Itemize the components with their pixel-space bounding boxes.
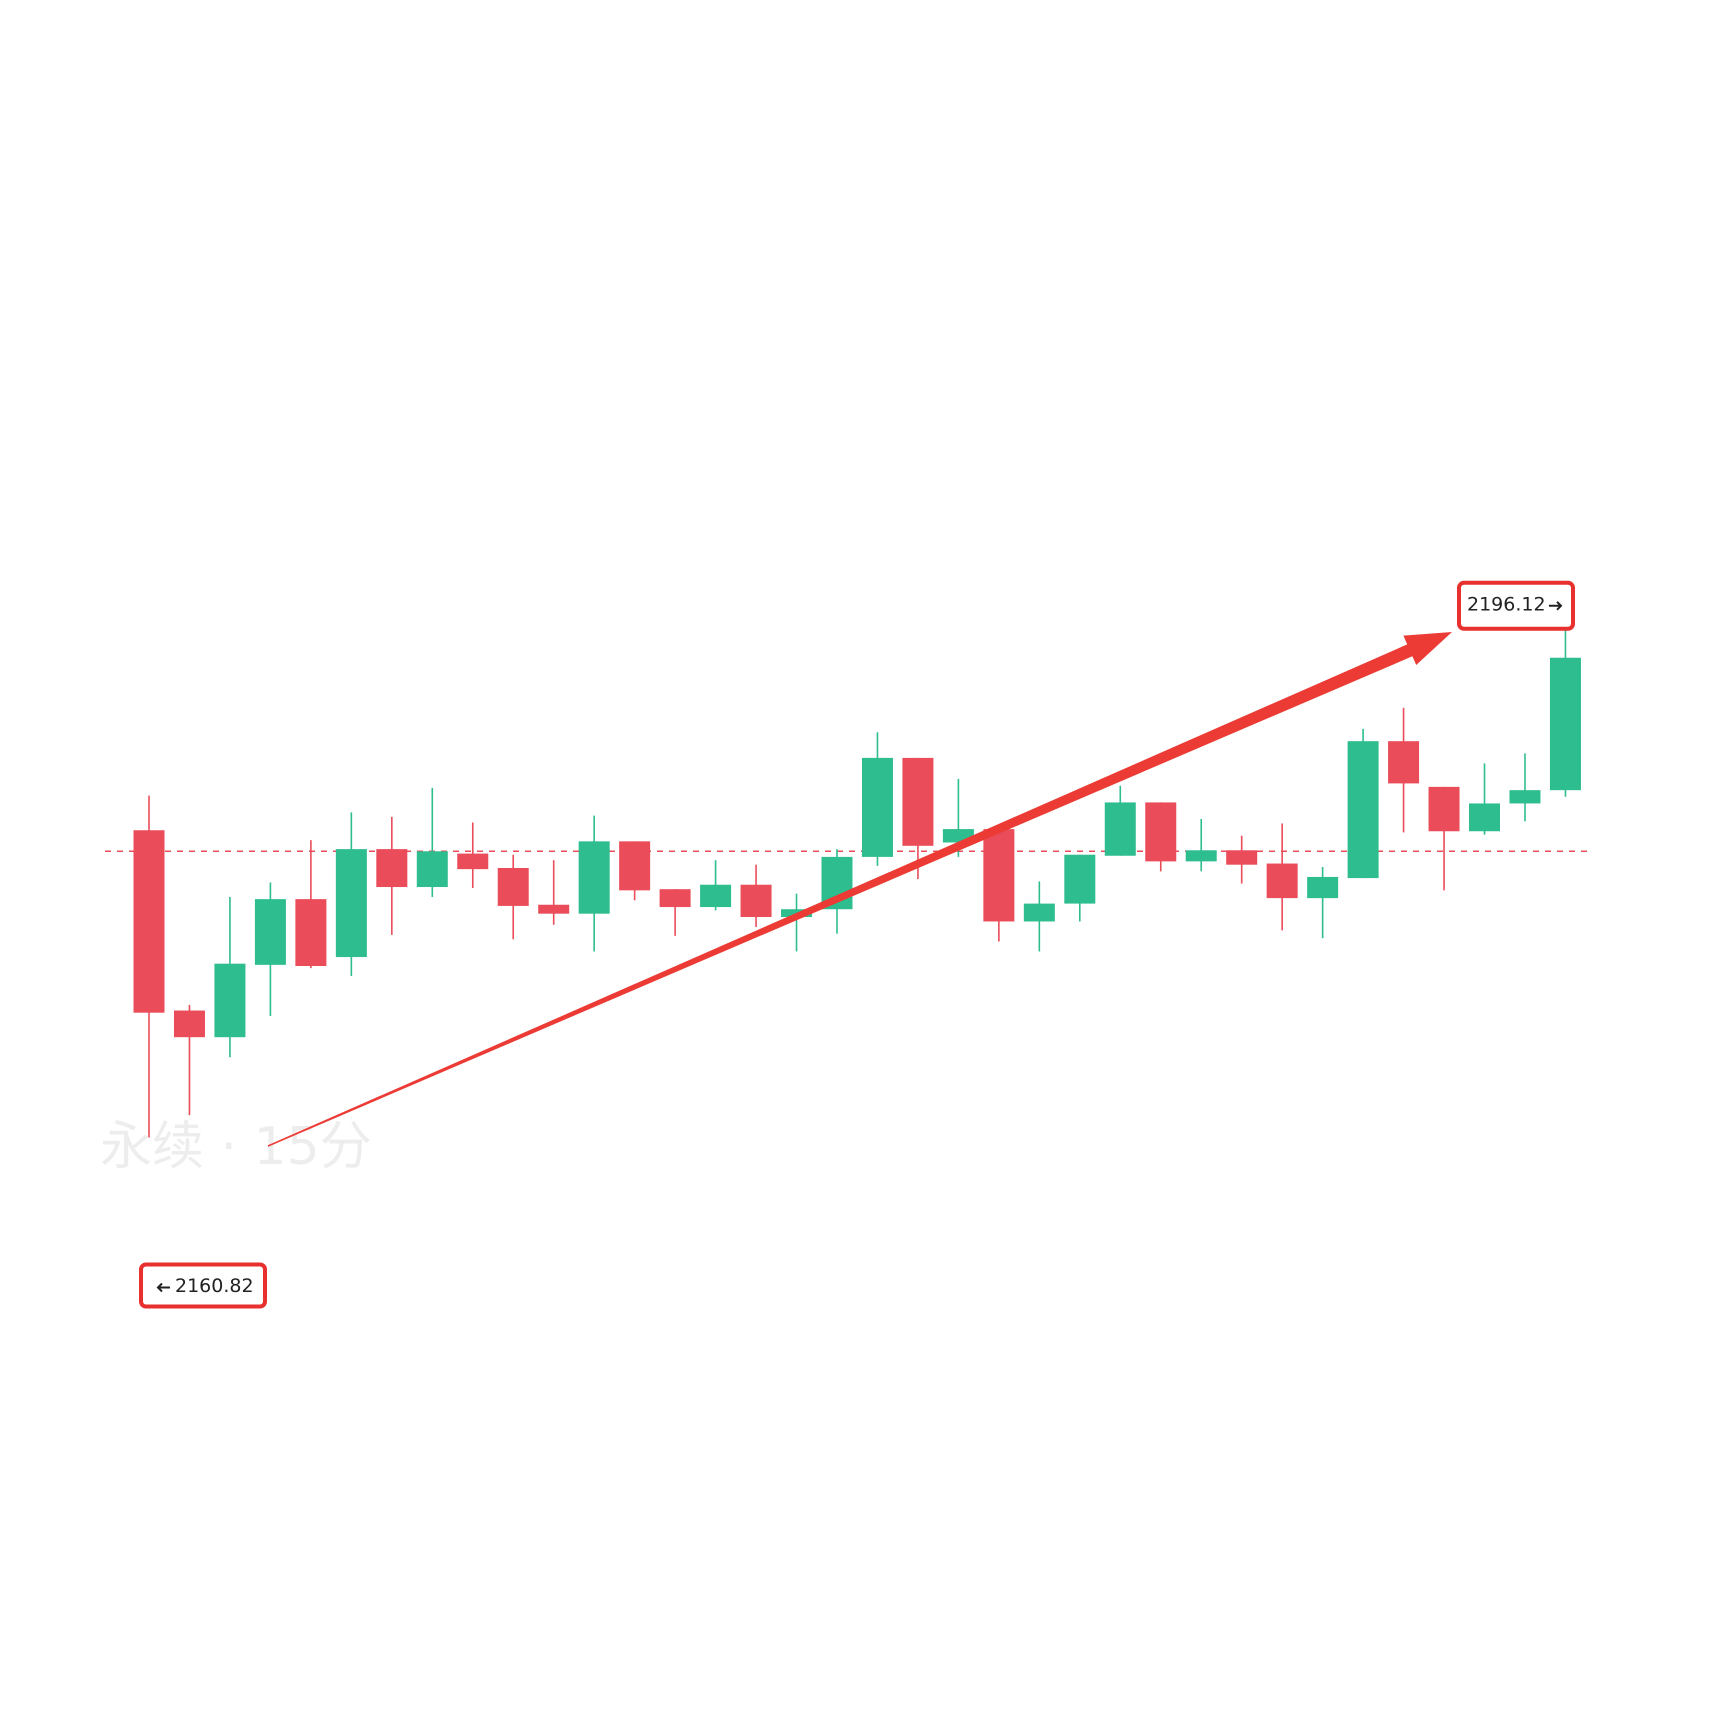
candle-body — [1388, 741, 1420, 784]
candle-body — [497, 868, 529, 906]
candles — [105, 628, 1592, 1138]
candle-body — [902, 757, 934, 846]
trend-arrow — [267, 632, 1453, 1147]
candle-body — [1185, 850, 1217, 862]
candle-body — [659, 889, 691, 908]
candle-body — [376, 849, 408, 888]
watermark: 永续 · 15分 — [100, 1117, 372, 1177]
candle-body — [1064, 854, 1096, 904]
candle-body — [1428, 786, 1460, 832]
candle-body — [295, 899, 327, 966]
candle-body — [1509, 790, 1541, 804]
candle-body — [457, 853, 489, 870]
annotations: 2196.12 2160.82 — [139, 580, 1575, 1309]
candle-body — [1549, 657, 1581, 791]
high-label: 2196.12 — [1467, 593, 1546, 615]
high-label-box — [1457, 580, 1575, 631]
candle-body — [700, 884, 732, 908]
candle-body — [1023, 903, 1055, 922]
candle-body — [254, 899, 286, 965]
candle-body — [983, 829, 1015, 922]
candle-body — [214, 963, 246, 1038]
candle-body — [740, 884, 772, 917]
candle-body — [1145, 802, 1177, 862]
low-label: 2160.82 — [175, 1275, 254, 1297]
candle-body — [1226, 850, 1258, 865]
candle-body — [619, 841, 651, 891]
candle-body — [173, 1010, 205, 1038]
low-label-arrow — [156, 1282, 170, 1293]
candle-body — [335, 849, 367, 958]
candle-body — [1266, 863, 1298, 899]
candle-body — [861, 757, 893, 857]
candle-body — [578, 841, 610, 914]
candle-body — [1307, 876, 1339, 899]
candle-body — [416, 851, 448, 888]
candle-body — [1469, 803, 1501, 832]
candle-body — [1104, 802, 1136, 856]
candle-body — [1347, 741, 1379, 879]
candle-body — [538, 904, 570, 914]
candle-body — [133, 830, 165, 1013]
high-label-arrow — [1549, 601, 1563, 611]
low-label-box — [139, 1262, 267, 1309]
